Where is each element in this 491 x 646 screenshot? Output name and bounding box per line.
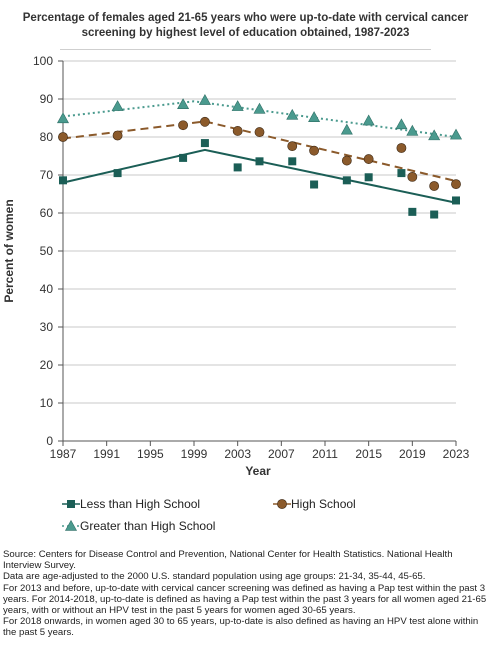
trend-line-less-than-high-school [62,148,457,204]
point-less-than-high-school [364,173,373,182]
y-tick-label: 70 [40,168,54,182]
point-high-school [363,154,374,164]
x-tick-label: 2019 [399,447,426,461]
hpv-note: For 2018 onwards, in women aged 30 to 65… [3,616,479,639]
source-note: Source: Centers for Disease Control and … [3,549,453,572]
point-greater-than-high-school [308,111,321,122]
x-tick-label: 1991 [93,447,120,461]
point-greater-than-high-school [395,118,408,130]
point-high-school [451,179,461,190]
point-less-than-high-school [408,207,417,216]
legend-marker [64,519,78,531]
legend-item-greater-than-high-school: Greater than High School [62,519,215,533]
y-tick-label: 0 [46,434,53,448]
legend: Less than High School High School Greater … [62,497,356,533]
age-adjust-note: Data are age-adjusted to the 2000 U.S. s… [3,571,426,583]
point-high-school [178,120,188,131]
point-high-school [254,127,265,137]
point-greater-than-high-school [286,108,299,120]
x-tick-label: 1995 [137,447,164,461]
chart-canvas: 0 10 20 30 40 50 60 70 80 90 100 1987 1991 1995 1999 20… [2,54,470,533]
y-axis-label: Percent of women [2,199,16,302]
chart-title: Percentage of females aged 21-65 years w… [22,12,469,39]
point-high-school [287,141,298,152]
definition-note: For 2013 and before, up-to-date with cer… [3,582,487,617]
point-high-school [341,155,352,166]
y-tick-label: 20 [40,358,54,372]
trend-lines [62,100,457,204]
legend-item-high-school: High School [273,497,356,511]
x-tick-label: 2007 [268,447,295,461]
title-divider [60,49,431,50]
y-tick-label: 80 [40,130,54,144]
y-tick-label: 60 [40,206,54,220]
point-greater-than-high-school [428,129,441,141]
point-high-school [58,132,68,142]
point-greater-than-high-school [340,123,353,135]
y-tick-label: 10 [40,396,54,410]
point-greater-than-high-school [111,100,124,111]
y-tick-label: 50 [40,244,54,258]
point-less-than-high-school [200,139,209,148]
y-tick-label: 30 [40,320,54,334]
legend-item-less-than-high-school: Less than High School [62,497,200,511]
y-tick-label: 90 [40,92,54,106]
point-less-than-high-school [310,180,319,189]
legend-marker [277,499,287,509]
y-tick-label: 100 [33,54,53,68]
point-high-school [200,116,210,127]
point-greater-than-high-school [362,114,375,126]
point-greater-than-high-school [198,94,211,105]
x-tick-label: 1987 [50,447,77,461]
point-less-than-high-school [430,210,439,219]
point-less-than-high-school [233,163,242,172]
x-tick-label: 2015 [355,447,382,461]
tick-labels: 0 10 20 30 40 50 60 70 80 90 100 1987 1991 1995 1999 20… [33,54,470,461]
x-axis-label: Year [245,464,271,478]
point-less-than-high-school [179,153,188,162]
point-high-school [309,145,319,156]
point-greater-than-high-school [406,124,419,136]
point-less-than-high-school [113,169,122,178]
x-tick-label: 1999 [181,447,208,461]
x-tick-label: 2023 [443,447,470,461]
point-greater-than-high-school [449,128,463,140]
point-less-than-high-school [255,157,264,166]
trend-line-greater-than-high-school [62,100,457,138]
point-less-than-high-school [288,157,297,166]
point-high-school [112,130,123,141]
legend-label: Less than High School [80,497,200,511]
x-tick-label: 2003 [224,447,251,461]
point-high-school [232,126,243,136]
source-notes: Source: Centers for Disease Control and … [3,549,489,639]
point-less-than-high-school [397,169,406,178]
point-less-than-high-school [59,176,67,185]
x-tick-label: 2011 [312,447,338,461]
point-less-than-high-school [342,176,351,185]
axes [58,60,457,446]
gridlines [63,60,456,404]
point-high-school [396,143,407,153]
point-greater-than-high-school [231,100,244,111]
legend-marker [67,500,75,508]
legend-label: High School [291,497,356,511]
point-less-than-high-school [452,196,460,205]
point-high-school [429,181,440,191]
data-points [56,94,463,219]
point-greater-than-high-school [56,112,70,124]
y-tick-label: 40 [40,282,54,296]
point-greater-than-high-school [177,98,190,110]
point-high-school [407,171,418,182]
point-greater-than-high-school [253,102,266,114]
legend-label: Greater than High School [80,519,215,533]
